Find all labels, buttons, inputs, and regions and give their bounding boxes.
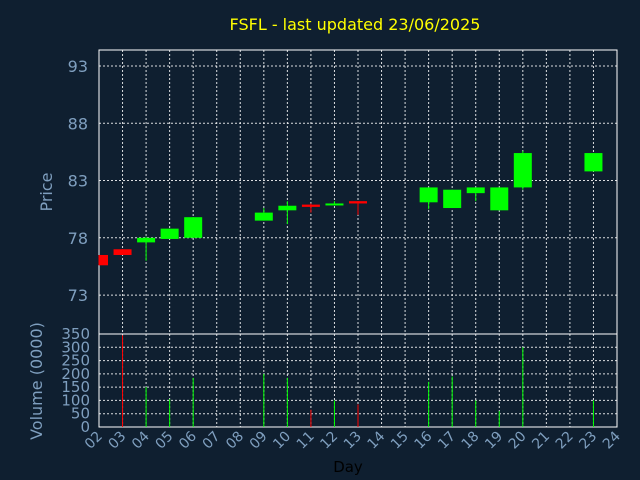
candle-body: [184, 217, 203, 238]
day-tick-label: 20: [506, 429, 530, 453]
day-tick-label: 06: [176, 428, 200, 452]
volume-tick-label: 200: [61, 365, 90, 383]
day-ticks: 02 03 04 05 06 07 08 09 10 11 12 13 14 15 16 17 18 19 20 21…: [82, 428, 624, 452]
day-tick-label: 15: [388, 429, 412, 453]
volume-tick-label: 50: [71, 405, 90, 423]
price-grid: [99, 50, 617, 334]
volume-tick-label: 350: [61, 325, 90, 343]
day-tick-label: 17: [435, 429, 459, 453]
volume-tick-label: 300: [61, 338, 90, 356]
price-tick-label: 93: [68, 57, 88, 76]
candle-body: [160, 228, 179, 239]
candle-body: [419, 187, 438, 203]
day-axis-label: Day: [333, 458, 363, 476]
day-tick-label: 10: [270, 429, 294, 453]
candles: [98, 150, 603, 266]
day-tick-label: 04: [129, 428, 153, 452]
day-tick-label: 22: [553, 429, 577, 453]
candle-body: [443, 189, 462, 209]
candle-body: [278, 205, 297, 211]
day-tick-label: 21: [529, 429, 553, 453]
day-tick-label: 09: [247, 429, 271, 453]
candle-body: [513, 153, 532, 188]
volume-tick-label: 0: [80, 418, 90, 436]
day-tick-label: 08: [223, 429, 247, 453]
volume-bars: [122, 335, 594, 427]
price-tick-label: 83: [68, 172, 88, 191]
volume-tick-label: 250: [61, 352, 90, 370]
volume-axis-label: Volume (0000): [27, 322, 46, 440]
volume-tick-label: 100: [61, 391, 90, 409]
day-tick-label: 18: [459, 429, 483, 453]
day-tick-label: 07: [200, 429, 224, 453]
candle-body: [301, 204, 320, 207]
price-panel: 73 78 83 88 93 Price: [37, 49, 618, 335]
candle-body: [113, 249, 132, 255]
day-tick-label: 16: [412, 428, 436, 452]
candle-body: [349, 201, 367, 204]
price-tick-label: 88: [68, 114, 88, 133]
price-tick-label: 78: [68, 229, 88, 248]
day-tick-label: 24: [600, 428, 624, 452]
candle-body: [466, 187, 485, 194]
day-tick-label: 13: [341, 429, 365, 453]
day-tick-label: 03: [105, 429, 129, 453]
candle-body: [137, 237, 156, 243]
day-tick-label: 23: [576, 429, 600, 453]
candle-body: [325, 203, 344, 206]
candle-body: [99, 254, 108, 266]
candle-body: [584, 153, 603, 172]
price-y-ticks: 73 78 83 88 93: [68, 57, 88, 305]
day-tick-label: 12: [317, 429, 341, 453]
candle-body: [490, 187, 509, 211]
day-tick-label: 05: [153, 429, 177, 453]
day-tick-label: 11: [294, 429, 318, 453]
chart-title: FSFL - last updated 23/06/2025: [230, 15, 481, 34]
price-axis-label: Price: [37, 172, 56, 211]
price-tick-label: 73: [68, 286, 88, 305]
candle-body: [254, 212, 273, 221]
day-tick-label: 19: [482, 429, 506, 453]
day-tick-label: 14: [364, 428, 388, 452]
volume-tick-label: 150: [61, 378, 90, 396]
